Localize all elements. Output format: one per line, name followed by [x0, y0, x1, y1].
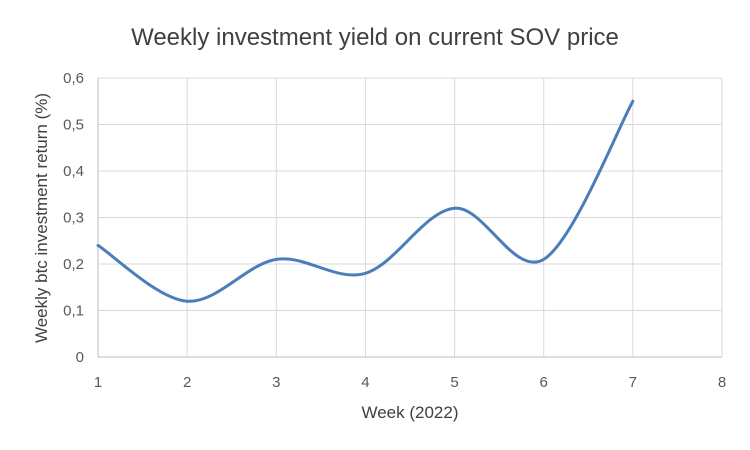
- x-axis-label: Week (2022): [361, 403, 458, 422]
- data-point: [274, 257, 278, 261]
- x-tick-label: 1: [94, 374, 102, 391]
- x-tick-label: 6: [540, 374, 548, 391]
- data-point: [363, 271, 367, 275]
- y-tick-label: 0,2: [63, 256, 84, 273]
- y-tick-label: 0,3: [63, 210, 84, 227]
- data-point: [96, 243, 100, 247]
- data-point: [542, 257, 546, 261]
- chart-title: Weekly investment yield on current SOV p…: [131, 24, 619, 51]
- data-point: [185, 299, 189, 303]
- data-point: [631, 99, 635, 103]
- y-tick-label: 0,5: [63, 117, 84, 134]
- y-tick-label: 0: [76, 349, 84, 366]
- x-tick-label: 3: [272, 374, 280, 391]
- x-tick-label: 4: [361, 374, 369, 391]
- gridlines: [98, 77, 723, 357]
- y-tick-label: 0,6: [63, 70, 84, 87]
- tick-labels: 0 0,1 0,2 0,3 0,4 0,5 0,6 1 2 3 4 5 6 7 8: [63, 70, 726, 391]
- y-tick-label: 0,1: [63, 303, 84, 320]
- series-line: [96, 99, 635, 303]
- x-tick-label: 7: [629, 374, 637, 391]
- x-tick-label: 2: [183, 374, 191, 391]
- series-group: [96, 99, 635, 303]
- x-tick-label: 8: [718, 374, 726, 391]
- x-tick-label: 5: [450, 374, 458, 391]
- axes: [97, 78, 722, 358]
- y-tick-label: 0,4: [63, 163, 84, 180]
- data-point: [453, 206, 457, 210]
- y-axis-label: Weekly btc investment return (%): [32, 93, 51, 343]
